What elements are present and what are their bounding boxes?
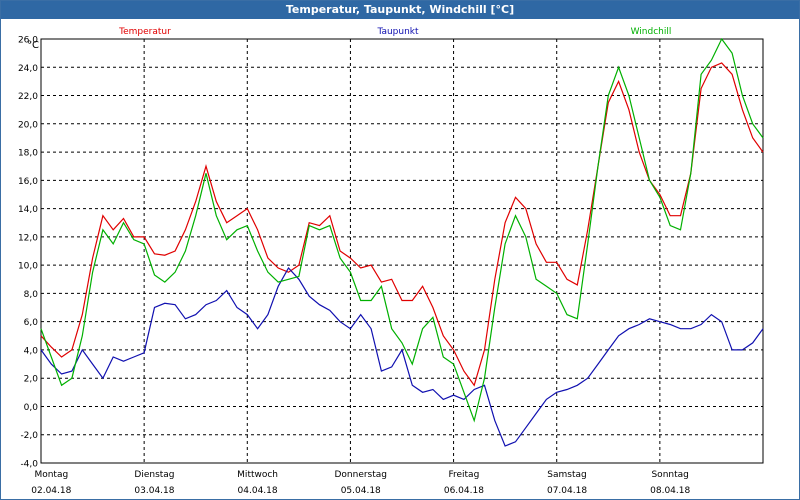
- x-tick-date-label: 07.04.18: [547, 486, 587, 496]
- x-tick-day-label: Montag: [34, 470, 68, 480]
- y-tick-label: 0,0: [24, 403, 39, 413]
- series-line-temperatur: [40, 62, 764, 387]
- y-tick-label: 24,0: [18, 64, 38, 74]
- y-tick-label: -2,0: [20, 431, 38, 441]
- y-tick-label: -4,0: [20, 460, 38, 470]
- y-tick-label: 14,0: [18, 205, 38, 215]
- window-title: Temperatur, Taupunkt, Windchill [°C]: [1, 1, 799, 19]
- x-tick-date-label: 08.04.18: [650, 486, 690, 496]
- series-layer: [40, 37, 764, 447]
- x-tick-date-label: 04.04.18: [238, 486, 278, 496]
- x-tick-day-label: Mittwoch: [237, 470, 278, 480]
- x-tick-date-label: 03.04.18: [134, 486, 174, 496]
- y-tick-label: 8,0: [24, 290, 39, 300]
- legend-item-temperatur: Temperatur: [118, 27, 171, 37]
- y-tick-label: 10,0: [18, 262, 38, 272]
- y-axis-label: °C: [27, 40, 39, 51]
- series-line-taupunkt: [40, 266, 764, 447]
- y-tick-label: 16,0: [18, 177, 38, 187]
- y-axis: 26,0 24,0 22,0 20,0 18,0 16,0 14,0 12,0 10,0 8,0 6…: [18, 36, 38, 470]
- grid: [41, 38, 763, 464]
- x-tick-day-label: Dienstag: [134, 470, 174, 480]
- plot-frame: [40, 38, 764, 464]
- series-line-windchill: [40, 37, 764, 423]
- y-tick-label: 18,0: [18, 149, 38, 159]
- y-tick-label: 12,0: [18, 233, 38, 243]
- y-tick-label: 22,0: [18, 92, 38, 102]
- y-tick-label: 4,0: [24, 346, 39, 356]
- y-tick-label: 2,0: [24, 375, 39, 385]
- x-tick-day-label: Samstag: [547, 470, 586, 480]
- plot-area-border: [40, 38, 764, 464]
- x-tick-date-label: 06.04.18: [444, 486, 484, 496]
- y-tick-label: 6,0: [24, 318, 39, 328]
- x-tick-day-label: Sonntag: [651, 470, 688, 480]
- x-tick-date-label: 02.04.18: [31, 486, 71, 496]
- legend-item-windchill: Windchill: [631, 27, 672, 37]
- x-tick-date-label: 05.04.18: [341, 486, 381, 496]
- legend-item-taupunkt: Taupunkt: [376, 27, 419, 37]
- x-tick-day-label: Donnerstag: [334, 470, 387, 480]
- y-tick-label: 20,0: [18, 120, 38, 130]
- y-tick-label: 26,0: [18, 36, 38, 46]
- x-tick-day-label: Freitag: [448, 470, 479, 480]
- x-axis: Montag 02.04.18 Dienstag 03.04.18 Mittwoch 04…: [31, 470, 690, 496]
- legend: Temperatur Taupunkt Windchill: [118, 27, 671, 37]
